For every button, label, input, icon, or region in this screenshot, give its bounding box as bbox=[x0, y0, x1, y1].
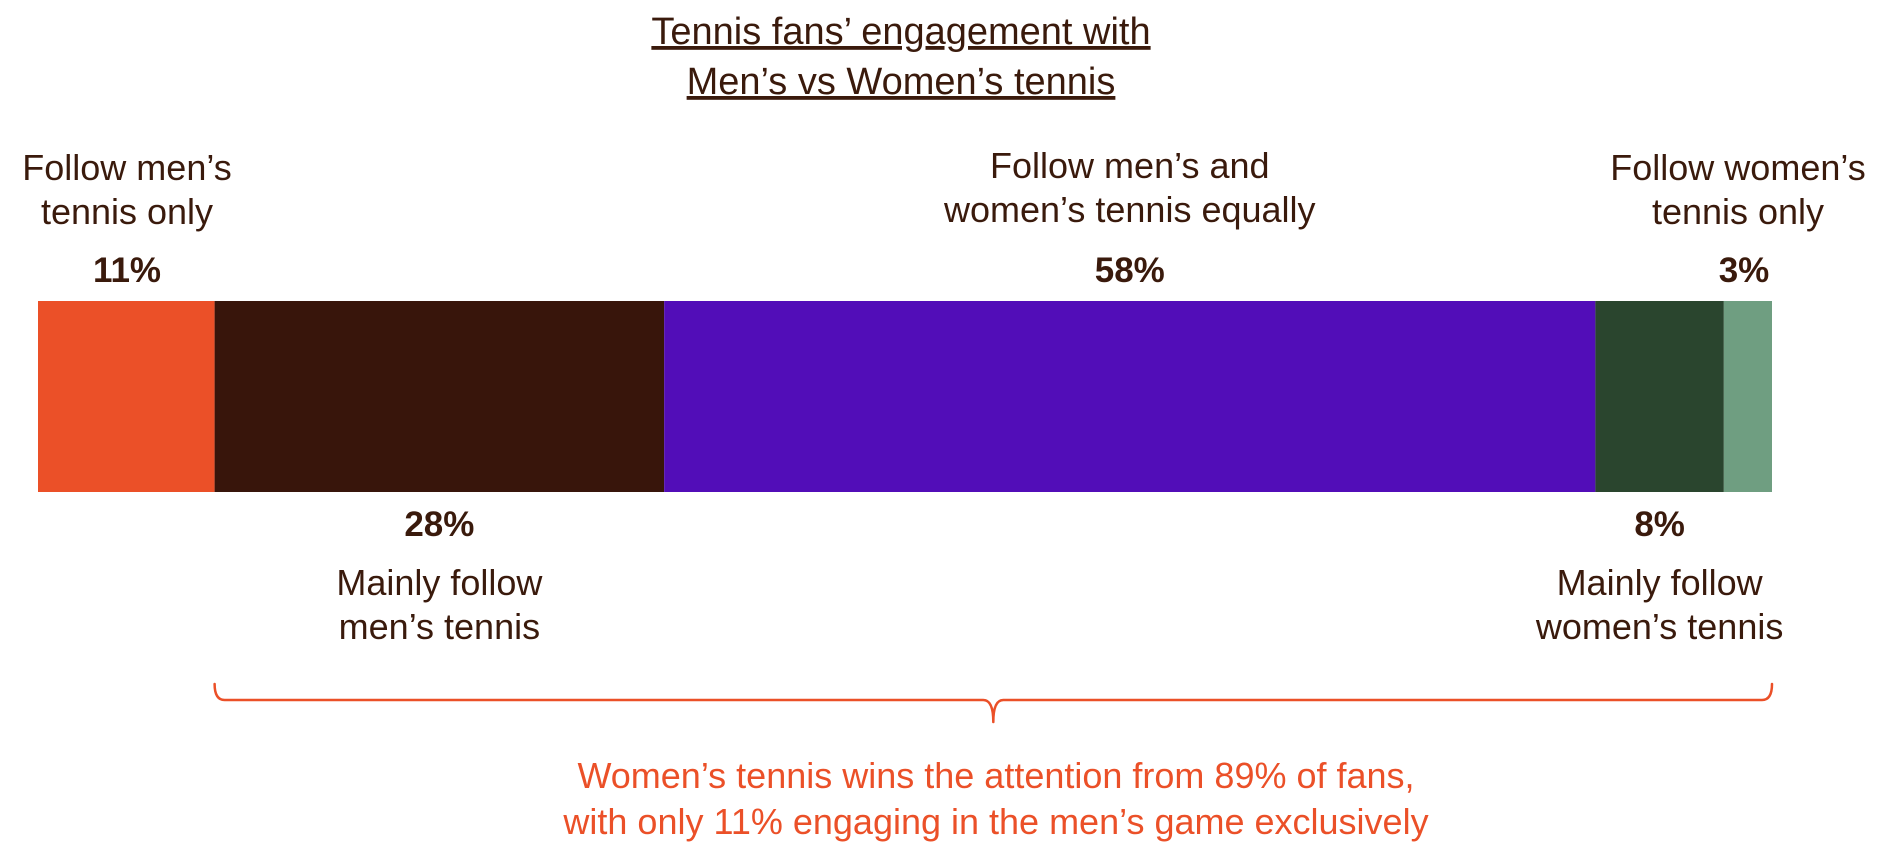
annotation-line: Women’s tennis wins the attention from 8… bbox=[577, 755, 1414, 796]
segment-label-line: tennis only bbox=[41, 191, 213, 232]
segment-value-label: 58% bbox=[1095, 251, 1165, 290]
bar-segment bbox=[1723, 301, 1772, 492]
segment-label-line: Mainly follow bbox=[336, 562, 543, 603]
segment-value-label: 8% bbox=[1634, 505, 1685, 544]
bar-segments bbox=[38, 301, 1772, 492]
segment-label-line: women’s tennis equally bbox=[943, 189, 1316, 230]
bar-segment bbox=[38, 301, 215, 492]
segment-label-line: tennis only bbox=[1652, 191, 1824, 232]
annotation-line: with only 11% engaging in the men’s game… bbox=[562, 801, 1428, 842]
segment-value-label: 28% bbox=[404, 505, 474, 544]
annotation-text: Women’s tennis wins the attention from 8… bbox=[562, 755, 1428, 842]
segment-label-line: Follow men’s and bbox=[990, 145, 1269, 186]
segment-label-line: men’s tennis bbox=[339, 606, 540, 647]
segment-label-line: Follow men’s bbox=[22, 147, 231, 188]
annotation-brace bbox=[213, 682, 1774, 724]
bar-segment bbox=[1595, 301, 1724, 492]
bar-segment bbox=[214, 301, 665, 492]
segment-value-label: 11% bbox=[93, 251, 161, 290]
segment-label-line: Mainly follow bbox=[1557, 562, 1764, 603]
segment-label-line: Follow women’s bbox=[1610, 147, 1865, 188]
annotation-brace-path bbox=[213, 682, 1774, 724]
chart-title-line: Tennis fans’ engagement with bbox=[651, 11, 1150, 53]
chart-title: Tennis fans’ engagement with Men’s vs Wom… bbox=[651, 11, 1150, 103]
segment-label-line: women’s tennis bbox=[1535, 606, 1783, 647]
chart-title-line: Men’s vs Women’s tennis bbox=[687, 61, 1116, 103]
bar-segment bbox=[664, 301, 1596, 492]
segment-value-label: 3% bbox=[1719, 251, 1770, 290]
